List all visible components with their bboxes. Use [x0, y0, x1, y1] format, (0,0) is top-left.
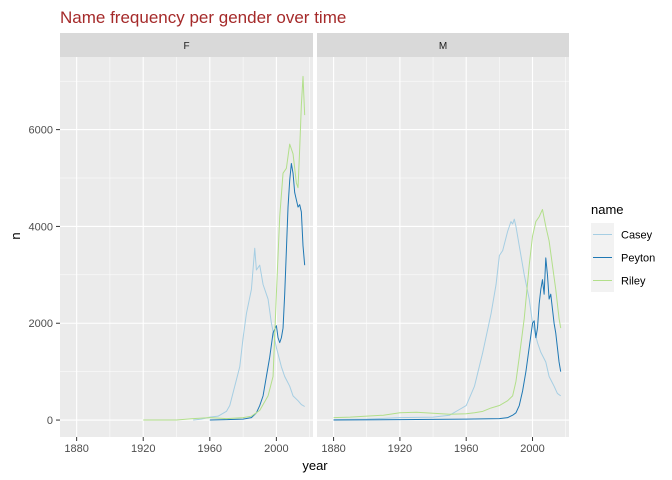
series-line-riley [143, 75, 306, 421]
legend-label: Peyton [621, 253, 655, 265]
facet-panel-f: F 1880 1920 1960 2000 0 2000 4000 6000 [29, 33, 313, 455]
facet-panel-m: M 1880 1920 1960 2000 [317, 33, 569, 455]
series-line-peyton [209, 163, 306, 421]
series-line-peyton [333, 257, 562, 421]
legend-entry-casey: Casey [591, 223, 653, 246]
x-tick-label: 2000 [520, 443, 544, 455]
x-tick-label: 1920 [388, 443, 412, 455]
y-tick-label: 6000 [29, 125, 53, 137]
panel-background [60, 57, 313, 437]
facet-panels: F 1880 1920 1960 2000 0 2000 4000 6000 M 1880 1920 1… [29, 33, 569, 455]
facet-strip [60, 33, 313, 57]
legend-label: Casey [621, 230, 653, 242]
x-axis-title: year [302, 458, 328, 473]
x-tick-label: 1960 [198, 443, 222, 455]
legend-entry-riley: Riley [591, 269, 646, 292]
chart-title: Name frequency per gender over time [60, 8, 346, 27]
legend-entry-peyton: Peyton [591, 246, 655, 269]
y-tick-label: 4000 [29, 221, 53, 233]
series-line-casey [193, 247, 305, 421]
x-tick-label: 2000 [264, 443, 288, 455]
x-tick-label: 1880 [64, 443, 88, 455]
x-tick-label: 1880 [321, 443, 345, 455]
legend-label: Riley [621, 276, 646, 288]
panel-background [317, 57, 569, 437]
series-line-riley [333, 208, 562, 419]
y-tick-label: 2000 [29, 318, 53, 330]
facet-strip [317, 33, 569, 57]
facet-strip-label: F [183, 41, 189, 52]
x-tick-label: 1920 [131, 443, 155, 455]
y-tick-label: 0 [47, 415, 53, 427]
facet-strip-label: M [439, 41, 447, 52]
legend-title: name [591, 202, 624, 217]
legend: name Casey Peyton Riley [591, 202, 655, 292]
y-axis-title: n [8, 232, 23, 239]
series-line-casey [333, 218, 562, 421]
x-tick-label: 1960 [454, 443, 478, 455]
